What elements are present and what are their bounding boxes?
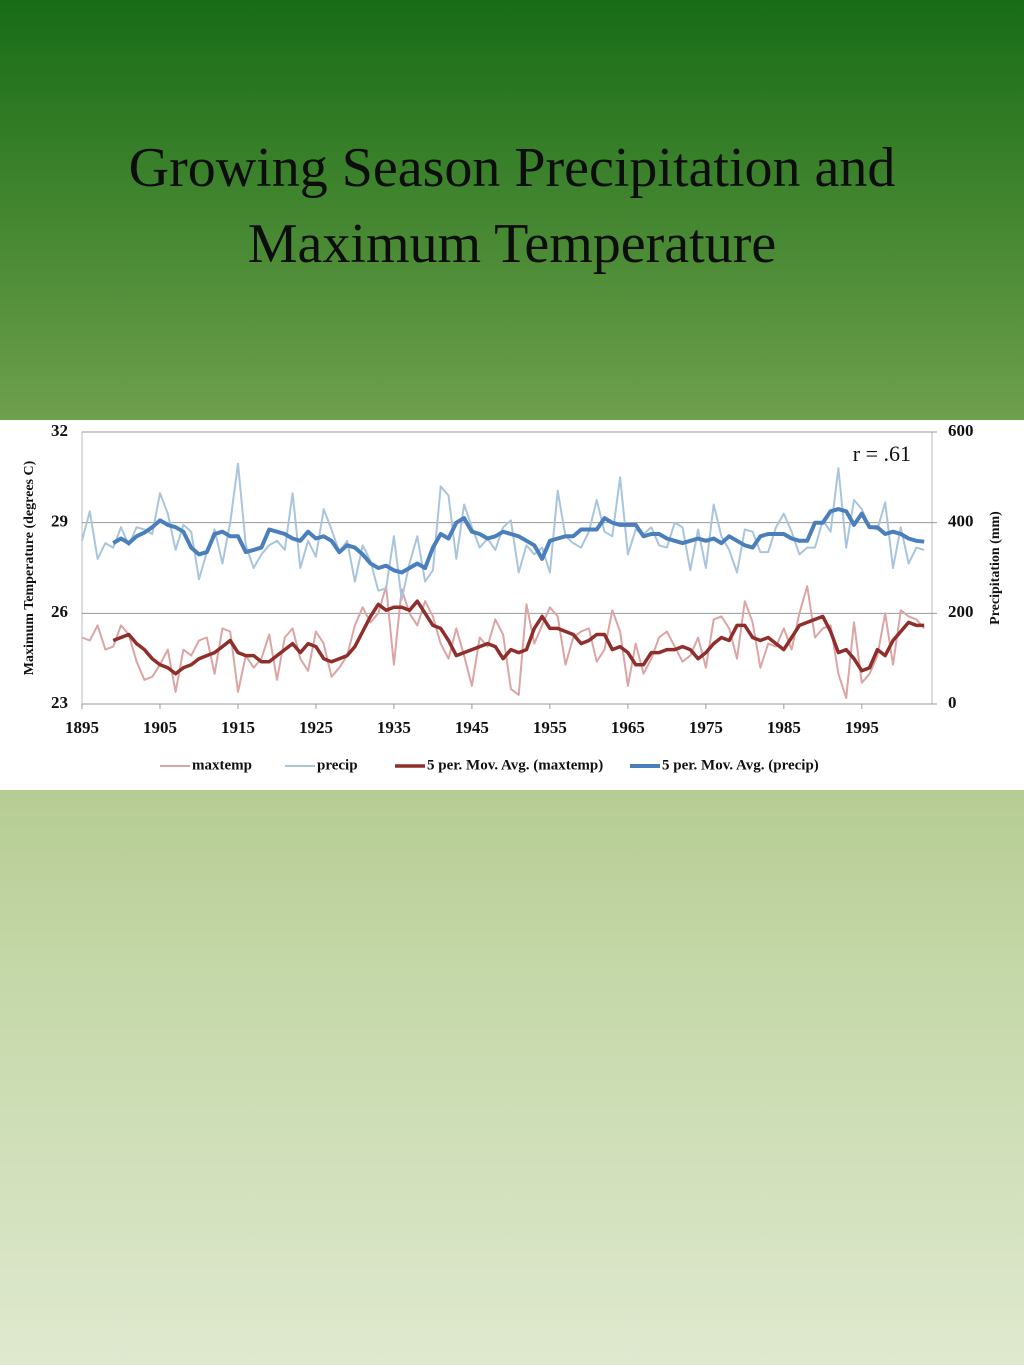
y2-tick-label: 200 <box>948 602 974 621</box>
chart: Maximum Temperature (degrees C) Precipit… <box>0 420 1024 790</box>
x-tick-label: 1995 <box>845 718 879 737</box>
x-tick-label: 1955 <box>533 718 567 737</box>
y2-tick-label: 400 <box>948 512 974 531</box>
y-axis-title: Maximum Temperature (degrees C) <box>22 460 37 675</box>
y2-tick-label: 600 <box>948 421 974 440</box>
y2-tick-label: 0 <box>948 693 957 712</box>
slide-title: Growing Season Precipitation and Maximum… <box>128 137 896 275</box>
y-tick-label: 26 <box>51 602 68 621</box>
x-tick-label: 1975 <box>689 718 723 737</box>
x-tick-label: 1935 <box>377 718 411 737</box>
legend-label: maxtemp <box>192 757 252 773</box>
series-line <box>81 462 925 601</box>
x-tick-label: 1905 <box>143 718 177 737</box>
x-tick-label: 1915 <box>221 718 255 737</box>
x-tick-label: 1925 <box>299 718 333 737</box>
legend-label: 5 per. Mov. Avg. (maxtemp) <box>427 757 603 773</box>
legend-label: 5 per. Mov. Avg. (precip) <box>662 757 819 773</box>
x-tick-label: 1945 <box>455 718 489 737</box>
x-tick-label: 1985 <box>767 718 801 737</box>
series-line <box>112 507 925 575</box>
y2-axis-title: Precipitation (mm) <box>988 511 1003 625</box>
series-line <box>112 599 925 676</box>
annotation: r = .61 <box>853 441 911 466</box>
x-tick-label: 1965 <box>611 718 645 737</box>
series-line <box>81 585 925 699</box>
y-tick-label: 29 <box>51 512 68 531</box>
y-tick-label: 32 <box>51 421 68 440</box>
legend-label: precip <box>317 757 358 773</box>
y-tick-label: 23 <box>51 693 68 712</box>
x-tick-label: 1895 <box>65 718 99 737</box>
